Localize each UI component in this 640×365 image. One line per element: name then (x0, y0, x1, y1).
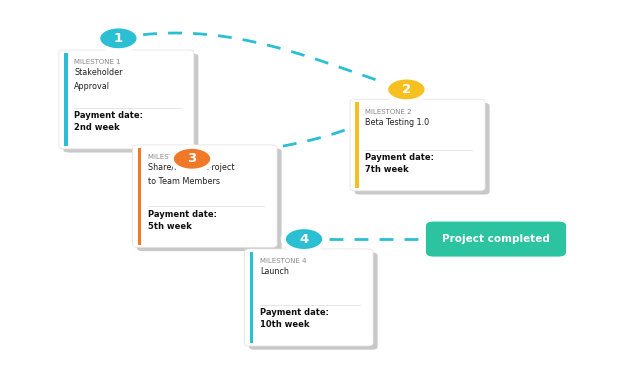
FancyBboxPatch shape (355, 103, 490, 195)
Text: MILESTONE 3: MILESTONE 3 (148, 154, 195, 160)
FancyBboxPatch shape (426, 222, 566, 257)
Text: Payment date:: Payment date: (148, 210, 217, 219)
Text: Project completed: Project completed (442, 234, 550, 244)
Text: 2: 2 (402, 83, 411, 96)
Text: 4: 4 (300, 233, 308, 246)
Text: MILESTONE 1: MILESTONE 1 (74, 59, 121, 65)
Text: 1: 1 (114, 32, 123, 45)
Text: Payment date:: Payment date: (365, 153, 435, 162)
Circle shape (99, 27, 138, 49)
FancyBboxPatch shape (355, 102, 359, 188)
FancyBboxPatch shape (132, 145, 277, 247)
Text: MILESTONE 2: MILESTONE 2 (365, 109, 412, 115)
Circle shape (173, 148, 211, 170)
Text: to Team Members: to Team Members (148, 177, 220, 186)
Text: Launch: Launch (260, 267, 289, 276)
Circle shape (283, 227, 325, 251)
Text: 2nd week: 2nd week (74, 123, 120, 132)
Circle shape (385, 77, 428, 101)
Text: Payment date:: Payment date: (260, 308, 329, 318)
Circle shape (97, 26, 140, 50)
FancyBboxPatch shape (350, 99, 485, 191)
Text: Stakeholder: Stakeholder (74, 68, 123, 77)
FancyBboxPatch shape (64, 53, 68, 146)
FancyBboxPatch shape (244, 249, 373, 346)
Text: 7th week: 7th week (365, 165, 409, 174)
FancyBboxPatch shape (138, 148, 141, 245)
Text: 3: 3 (188, 152, 196, 165)
Text: Approval: Approval (74, 82, 110, 91)
FancyBboxPatch shape (137, 149, 282, 251)
Circle shape (285, 228, 323, 250)
FancyBboxPatch shape (249, 253, 378, 350)
Text: MILESTONE 4: MILESTONE 4 (260, 258, 307, 264)
Circle shape (171, 147, 213, 171)
Text: Share/Present Project: Share/Present Project (148, 163, 234, 172)
FancyBboxPatch shape (63, 54, 198, 153)
Circle shape (387, 78, 426, 100)
Text: Beta Testing 1.0: Beta Testing 1.0 (365, 118, 429, 127)
Text: 5th week: 5th week (148, 222, 191, 231)
Text: Payment date:: Payment date: (74, 111, 143, 120)
Text: 10th week: 10th week (260, 320, 309, 330)
FancyBboxPatch shape (250, 252, 253, 343)
FancyBboxPatch shape (59, 50, 194, 149)
